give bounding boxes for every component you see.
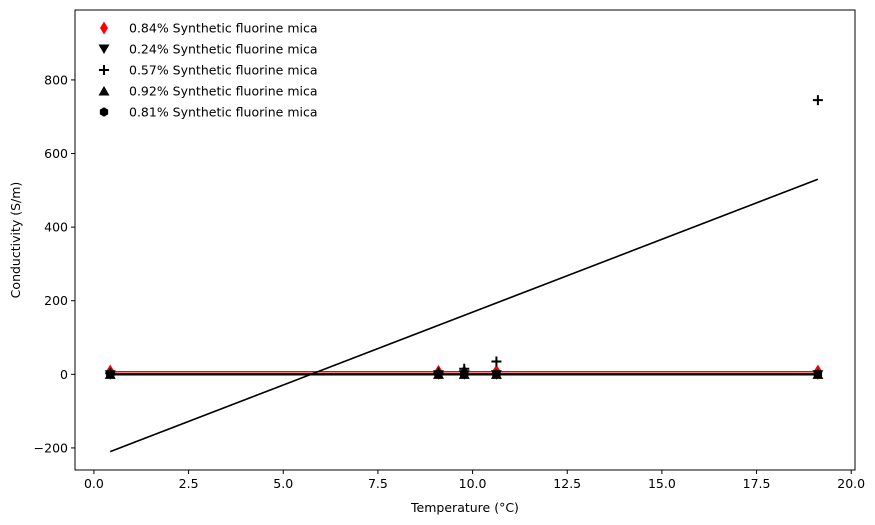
y-axis-label: Conductivity (S/m) <box>8 182 23 299</box>
y-tick-label: −200 <box>34 440 68 455</box>
legend-marker-3 <box>98 86 110 96</box>
legend-marker-0 <box>100 21 108 35</box>
legend-entry-label: 0.24% Synthetic fluorine mica <box>129 42 318 57</box>
x-axis-label: Temperature (°C) <box>410 500 519 515</box>
data-markers <box>104 95 824 380</box>
legend-entry-label: 0.84% Synthetic fluorine mica <box>129 21 318 36</box>
x-axis-ticks: 0.0 2.5 5.0 7.5 10.0 12.5 15.0 17.5 20.0 <box>84 470 865 491</box>
x-tick-label: 17.5 <box>743 476 771 491</box>
data-point-series-4 <box>434 369 443 379</box>
x-tick-label: 20.0 <box>837 476 865 491</box>
data-point-series-4 <box>106 369 115 379</box>
fit-line-series-2 <box>109 178 819 453</box>
y-axis-ticks: −200 0 200 400 600 800 <box>34 72 75 455</box>
x-tick-label: 5.0 <box>273 476 293 491</box>
x-tick-label: 12.5 <box>553 476 581 491</box>
legend-marker-4 <box>99 107 109 117</box>
legend-entry-label: 0.92% Synthetic fluorine mica <box>129 84 318 99</box>
x-tick-label: 10.0 <box>459 476 487 491</box>
legend-entry-label: 0.57% Synthetic fluorine mica <box>129 63 318 78</box>
plot-frame <box>74 9 856 471</box>
x-tick-label: 2.5 <box>179 476 199 491</box>
legend-marker-2 <box>99 65 109 75</box>
x-tick-label: 7.5 <box>368 476 388 491</box>
data-point-series-4 <box>492 369 501 379</box>
legend-entry-label: 0.81% Synthetic fluorine mica <box>129 105 318 120</box>
x-tick-label: 0.0 <box>84 476 104 491</box>
legend-marker-1 <box>98 44 110 54</box>
legend: 0.84% Synthetic fluorine mica 0.24% Synth… <box>98 21 318 120</box>
data-point-series-2 <box>812 95 823 106</box>
y-tick-label: 400 <box>44 220 68 235</box>
y-tick-label: 0 <box>60 367 68 382</box>
data-point-series-4 <box>813 369 823 379</box>
data-point-series-4 <box>460 369 469 379</box>
data-point-series-2 <box>491 356 502 367</box>
y-tick-label: 600 <box>44 146 68 161</box>
y-tick-label: 200 <box>44 293 68 308</box>
x-tick-label: 15.0 <box>648 476 676 491</box>
y-tick-label: 800 <box>44 72 68 87</box>
